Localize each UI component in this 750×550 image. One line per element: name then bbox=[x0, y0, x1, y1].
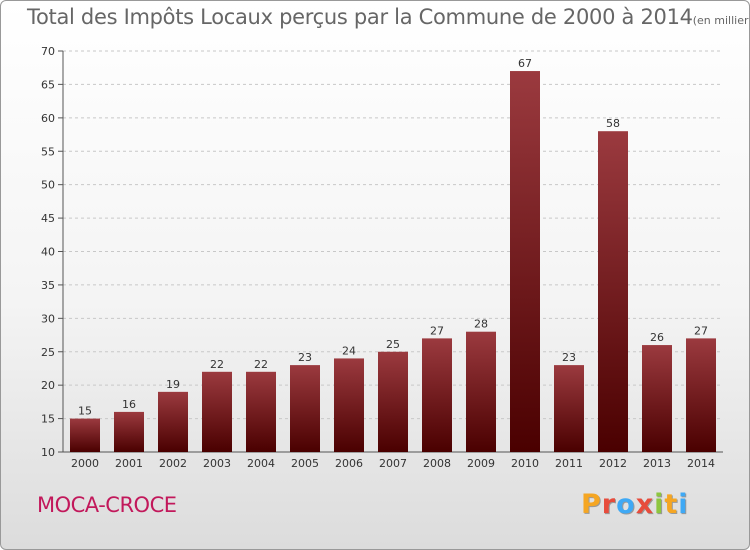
x-tick-label: 2009 bbox=[467, 457, 495, 470]
x-tick-label: 2013 bbox=[643, 457, 671, 470]
bar bbox=[378, 351, 408, 452]
proxiti-logo: Proxiti bbox=[581, 489, 689, 520]
x-tick-label: 2001 bbox=[115, 457, 143, 470]
value-label: 58 bbox=[606, 117, 620, 130]
value-label: 19 bbox=[166, 378, 180, 391]
value-label: 27 bbox=[430, 324, 444, 337]
bar bbox=[246, 371, 276, 452]
y-tick-label: 15 bbox=[41, 413, 55, 426]
x-tick-label: 2006 bbox=[335, 457, 363, 470]
x-tick-label: 2002 bbox=[159, 457, 187, 470]
title-block: Total des Impôts Locaux perçus par la Co… bbox=[27, 5, 749, 29]
y-tick-label: 60 bbox=[41, 112, 55, 125]
logo-letter: i bbox=[678, 489, 689, 520]
bar bbox=[466, 331, 496, 452]
value-label: 27 bbox=[694, 324, 708, 337]
bar bbox=[642, 345, 672, 452]
bar bbox=[70, 418, 100, 452]
bars bbox=[70, 71, 716, 453]
value-label: 26 bbox=[650, 331, 664, 344]
y-tick-label: 45 bbox=[41, 212, 55, 225]
value-label: 28 bbox=[474, 318, 488, 331]
logo-letter: t bbox=[664, 489, 679, 520]
y-tick-label: 30 bbox=[41, 312, 55, 325]
bar bbox=[114, 411, 144, 452]
y-tick-label: 25 bbox=[41, 346, 55, 359]
value-label: 67 bbox=[518, 57, 532, 70]
x-tick-label: 2005 bbox=[291, 457, 319, 470]
bar bbox=[334, 358, 364, 452]
value-label: 23 bbox=[562, 351, 576, 364]
y-tick-label: 70 bbox=[41, 45, 55, 58]
bar bbox=[290, 365, 320, 452]
bar bbox=[158, 391, 188, 452]
y-tick-label: 65 bbox=[41, 78, 55, 91]
logo-letter: o bbox=[616, 489, 636, 520]
x-tick-label: 2010 bbox=[511, 457, 539, 470]
logo-letter: r bbox=[601, 489, 617, 520]
chart-title: Total des Impôts Locaux perçus par la Co… bbox=[27, 5, 693, 29]
value-label: 23 bbox=[298, 351, 312, 364]
value-label: 15 bbox=[78, 405, 92, 418]
y-tick-label: 40 bbox=[41, 246, 55, 259]
logo-letter: P bbox=[581, 489, 602, 520]
y-tick-label: 10 bbox=[41, 446, 55, 459]
x-tick-label: 2004 bbox=[247, 457, 275, 470]
x-tick-label: 2000 bbox=[71, 457, 99, 470]
value-label: 25 bbox=[386, 338, 400, 351]
value-label: 24 bbox=[342, 344, 356, 357]
bar bbox=[686, 338, 716, 452]
bar bbox=[202, 371, 232, 452]
x-tick-label: 2012 bbox=[599, 457, 627, 470]
x-tick-label: 2008 bbox=[423, 457, 451, 470]
value-label: 22 bbox=[254, 358, 268, 371]
bar bbox=[554, 365, 584, 452]
value-label: 16 bbox=[122, 398, 136, 411]
x-tick-label: 2003 bbox=[203, 457, 231, 470]
x-tick-label: 2011 bbox=[555, 457, 583, 470]
x-tick-label: 2014 bbox=[687, 457, 715, 470]
value-labels: 15 16 19 22 22 23 24 25 27 28 67 23 58 26 27 bbox=[78, 57, 708, 418]
logo-letter: i bbox=[654, 489, 665, 520]
y-tick-label: 50 bbox=[41, 179, 55, 192]
y-tick-label: 20 bbox=[41, 379, 55, 392]
x-tick-label: 2007 bbox=[379, 457, 407, 470]
bar bbox=[422, 338, 452, 452]
value-label: 22 bbox=[210, 358, 224, 371]
bar bbox=[510, 71, 540, 453]
y-tick-label: 35 bbox=[41, 279, 55, 292]
y-tick-label: 55 bbox=[41, 145, 55, 158]
logo-letter: x bbox=[635, 489, 655, 520]
bar bbox=[598, 131, 628, 452]
chart-unit: (en milliers d'€) bbox=[692, 14, 749, 27]
commune-name: MOCA-CROCE bbox=[37, 493, 177, 517]
